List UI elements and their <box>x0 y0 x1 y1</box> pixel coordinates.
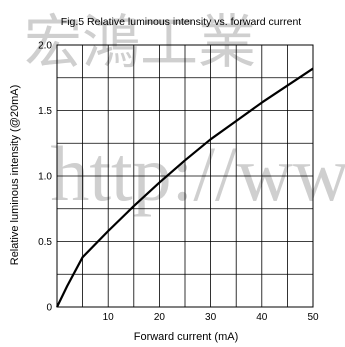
watermark-top-text: 宏鴻工業 <box>24 10 256 75</box>
y-tick-label: 2.0 <box>38 41 52 52</box>
x-tick-label: 20 <box>154 312 166 323</box>
watermark-mid-text: http://www <box>50 130 345 217</box>
x-axis-label: Forward current (mA) <box>134 331 239 343</box>
plot-frame <box>56 44 314 308</box>
series-layer <box>56 67 314 308</box>
x-tick-label: 10 <box>103 312 115 323</box>
y-tick-label: 0 <box>46 303 52 314</box>
x-tick-label: 40 <box>256 312 268 323</box>
y-axis-label: Relative luminous intensity (@20mA) <box>9 85 21 266</box>
x-tick-labels: 10 20 30 40 50 <box>103 312 319 323</box>
chart-title: Fig.5 Relative luminous intensity vs. fo… <box>61 16 302 28</box>
y-tick-label: 1.0 <box>38 172 52 183</box>
x-tick-label: 50 <box>307 312 319 323</box>
y-tick-labels: 0 0.5 1.0 1.5 2.0 <box>38 41 52 314</box>
x-tick-label: 30 <box>205 312 217 323</box>
series-line <box>56 67 314 308</box>
grid <box>57 45 313 307</box>
watermark: 宏鴻工業 http://www <box>24 10 345 217</box>
y-tick-label: 1.5 <box>38 106 52 117</box>
y-tick-label: 0.5 <box>38 237 52 248</box>
